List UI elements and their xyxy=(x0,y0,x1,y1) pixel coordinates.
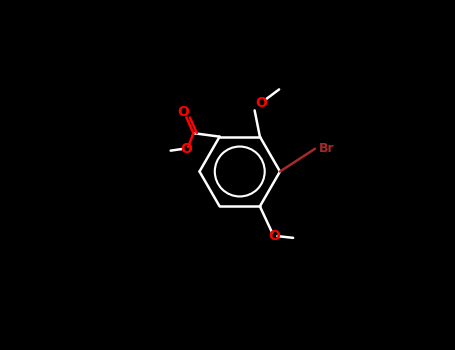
Text: Br: Br xyxy=(318,142,334,155)
Text: O: O xyxy=(268,229,280,243)
Text: O: O xyxy=(256,96,268,110)
Text: O: O xyxy=(177,105,189,119)
Text: O: O xyxy=(181,142,192,156)
